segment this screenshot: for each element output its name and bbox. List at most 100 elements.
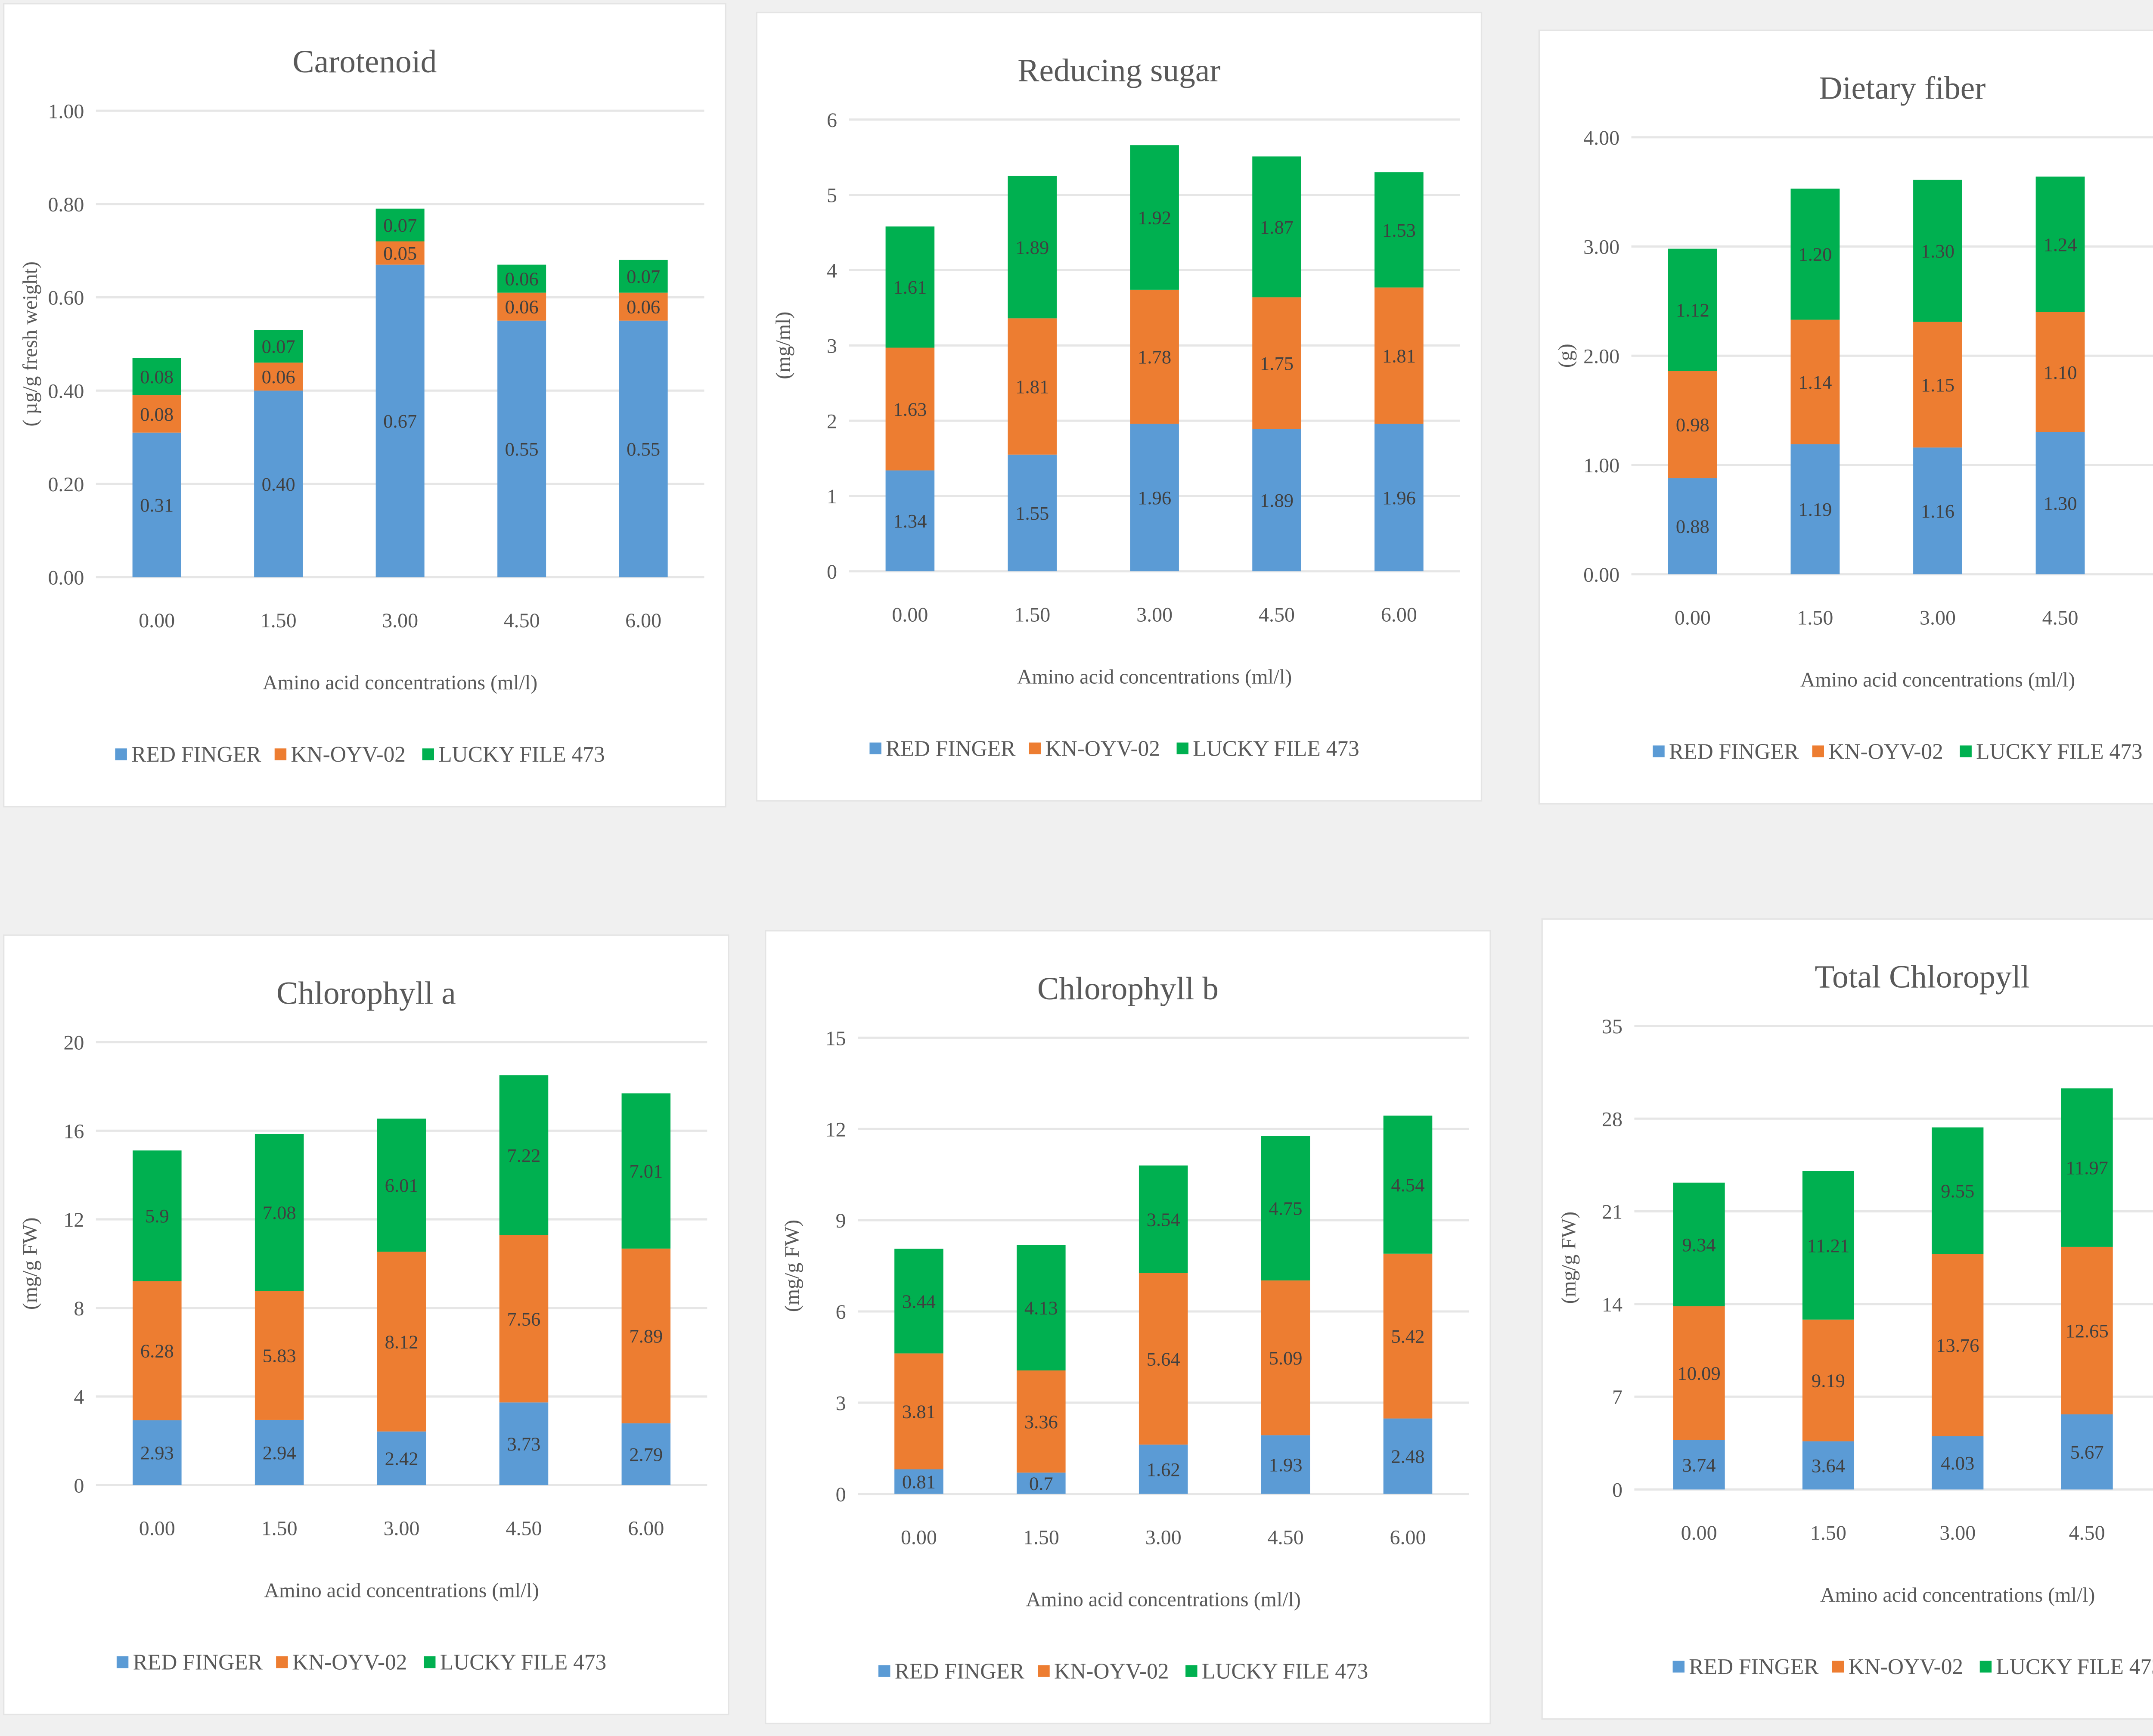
chart-title: Dietary fiber — [1819, 71, 1985, 106]
bar-segment-lucky-file-473 — [1130, 145, 1179, 290]
bar-segment-kn-oyv-02 — [499, 1235, 549, 1403]
x-tick-label: 4.50 — [504, 609, 540, 632]
chart-title: Chlorophyll a — [276, 975, 456, 1011]
bar-segment-lucky-file-473 — [132, 358, 181, 396]
data-label: 11.21 — [1807, 1235, 1850, 1256]
y-tick-label: 6 — [836, 1301, 846, 1324]
x-tick-label: 0.00 — [139, 609, 175, 632]
y-tick-label: 0 — [827, 561, 837, 583]
data-label: 1.89 — [1015, 237, 1049, 258]
legend-label: KN-OYV-02 — [1849, 1655, 1964, 1679]
y-tick-label: 35 — [1602, 1015, 1623, 1038]
bar-segment-red-finger — [1374, 424, 1424, 571]
legend-item-red-finger: RED FINGER — [1672, 1655, 1819, 1679]
bar-segment-red-finger — [619, 320, 668, 577]
bar-segment-kn-oyv-02 — [1802, 1319, 1855, 1442]
legend-swatch — [274, 748, 287, 760]
bar-segment-lucky-file-473 — [1139, 1165, 1188, 1273]
data-label: 0.67 — [383, 410, 417, 432]
x-axis-label: Amino acid concentrations (ml/l) — [1017, 665, 1292, 688]
data-label: 7.22 — [507, 1144, 540, 1166]
legend-item-lucky-file-473: LUCKY FILE 473 — [1176, 736, 1359, 761]
legend-swatch — [1812, 745, 1824, 757]
legend-label: LUCKY FILE 473 — [438, 742, 605, 767]
legend-swatch — [423, 1656, 436, 1668]
data-label: 0.06 — [505, 296, 539, 318]
bar-segment-kn-oyv-02 — [377, 1252, 426, 1432]
bar-segment-red-finger — [1261, 1435, 1310, 1494]
bar-segment-red-finger — [499, 1402, 549, 1485]
x-tick-label: 3.00 — [384, 1517, 420, 1540]
bar-segment-lucky-file-473 — [1673, 1182, 1725, 1307]
y-tick-label: 28 — [1602, 1108, 1623, 1131]
x-tick-label: 4.50 — [2042, 606, 2079, 629]
data-label: 1.87 — [1260, 216, 1294, 238]
y-tick-label: 8 — [74, 1297, 84, 1320]
legend-label: RED FINGER — [131, 742, 261, 767]
bar-segment-red-finger — [254, 1420, 304, 1485]
y-axis-label: (g) — [1554, 344, 1577, 368]
x-tick-label: 1.50 — [261, 1517, 298, 1540]
legend-swatch — [1038, 1665, 1050, 1677]
bar-segment-kn-oyv-02 — [254, 363, 303, 391]
data-label: 7.56 — [507, 1308, 540, 1330]
data-label: 3.44 — [902, 1290, 936, 1312]
x-tick-label: 0.00 — [1675, 606, 1711, 629]
y-tick-label: 3.00 — [1583, 236, 1619, 259]
legend-item-red-finger: RED FINGER — [115, 742, 261, 767]
bar-segment-lucky-file-473 — [1261, 1136, 1310, 1280]
data-label: 1.16 — [1921, 500, 1954, 522]
bar-segment-kn-oyv-02 — [132, 395, 181, 433]
bar-segment-kn-oyv-02 — [1017, 1370, 1066, 1473]
bar-segment-red-finger — [1130, 424, 1179, 571]
data-label: 2.48 — [1391, 1446, 1424, 1467]
data-label: 1.34 — [893, 510, 927, 532]
bar-segment-kn-oyv-02 — [1374, 287, 1424, 424]
bar-segment-red-finger — [2061, 1414, 2113, 1490]
data-label: 1.24 — [2044, 234, 2077, 255]
bar-segment-kn-oyv-02 — [375, 241, 425, 265]
legend-swatch — [1979, 1661, 1992, 1673]
bar-segment-kn-oyv-02 — [621, 1248, 671, 1423]
legend-item-kn-oyv-02: KN-OYV-02 — [1038, 1659, 1169, 1683]
bar-segment-lucky-file-473 — [133, 1150, 182, 1281]
chart-title: Reducing sugar — [1018, 53, 1220, 89]
legend-label: RED FINGER — [1689, 1655, 1819, 1679]
chart-panel-chlorophyll-b: Chlorophyll b 0 3 6 9 12 15 (mg/g FW) 0.81 3.81 3.… — [764, 930, 1491, 1724]
data-label: 5.9 — [145, 1205, 169, 1227]
x-tick-label: 3.00 — [382, 609, 418, 632]
legend-item-kn-oyv-02: KN-OYV-02 — [1832, 1655, 1963, 1679]
chart-title: Carotenoid — [292, 44, 437, 80]
data-label: 12.65 — [2065, 1320, 2108, 1342]
bar-segment-lucky-file-473 — [1252, 156, 1301, 298]
bar-segment-lucky-file-473 — [1383, 1116, 1433, 1254]
chart-panel-carotenoid: Carotenoid 0.00 0.20 0.40 0.60 0.80 1.00 ( µg/g… — [3, 3, 726, 808]
bar-segment-lucky-file-473 — [1802, 1171, 1855, 1320]
legend-item-lucky-file-473: LUCKY FILE 473 — [422, 742, 605, 767]
bar-segment-kn-oyv-02 — [1261, 1280, 1310, 1435]
chart-svg: Reducing sugar 0 1 2 3 4 5 6 (mg/ml) 1.34 1.63 1.61… — [772, 53, 1460, 761]
data-label: 0.06 — [505, 268, 539, 290]
data-label: 0.07 — [627, 266, 660, 287]
data-label: 3.54 — [1147, 1209, 1180, 1230]
x-tick-label: 6.00 — [628, 1517, 664, 1540]
data-label: 1.14 — [1798, 372, 1832, 393]
data-label: 7.08 — [263, 1202, 296, 1223]
bar-segment-kn-oyv-02 — [1383, 1253, 1433, 1419]
y-tick-label: 14 — [1602, 1293, 1623, 1316]
bar-segment-red-finger — [1932, 1436, 1984, 1490]
data-label: 1.92 — [1138, 207, 1171, 228]
y-axis-label: (mg/g FW) — [19, 1218, 42, 1310]
legend-swatch — [878, 1665, 890, 1677]
bar-segment-kn-oyv-02 — [894, 1353, 943, 1469]
chart-panel-total-chlorophyll: Total Chloropyll 0 7 14 21 28 35 (mg/g FW) 3.74 1… — [1541, 918, 2153, 1720]
bar-segment-kn-oyv-02 — [619, 292, 668, 321]
data-label: 4.13 — [1024, 1297, 1058, 1319]
data-label: 1.20 — [1798, 244, 1832, 265]
bar-segment-kn-oyv-02 — [1139, 1273, 1188, 1445]
y-tick-label: 2 — [827, 410, 837, 433]
legend-item-kn-oyv-02: KN-OYV-02 — [1812, 739, 1943, 764]
x-tick-label: 0.00 — [892, 603, 928, 626]
bar-segment-lucky-file-473 — [377, 1118, 426, 1252]
data-label: 9.55 — [1941, 1180, 1974, 1202]
